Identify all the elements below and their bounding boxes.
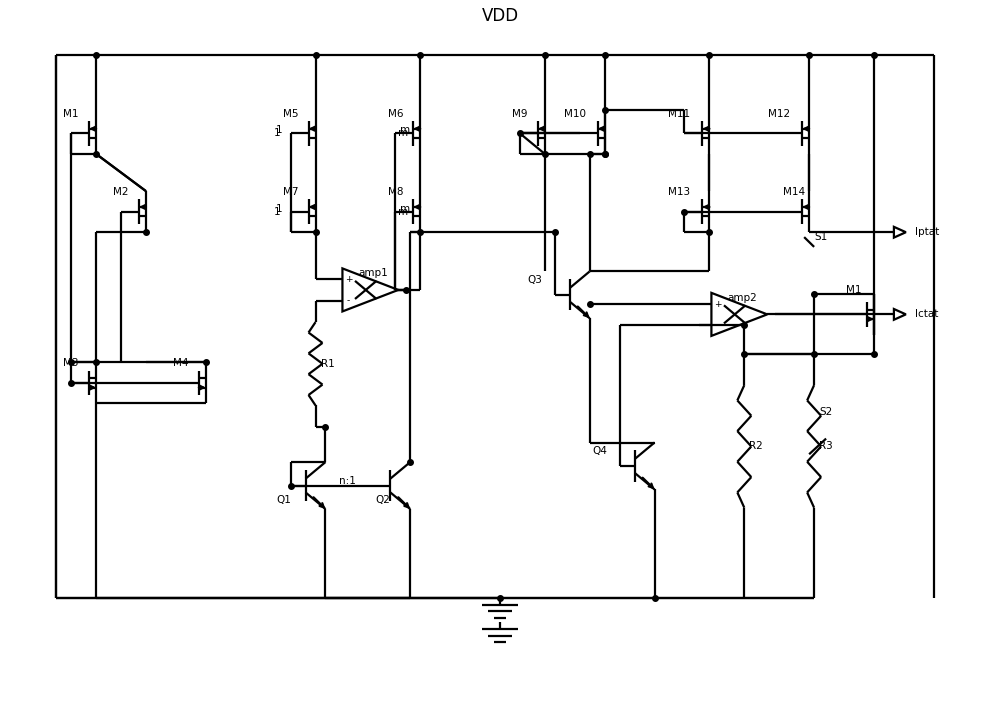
Text: 1: 1 — [276, 126, 283, 136]
Text: 1: 1 — [274, 206, 281, 216]
Text: Q4: Q4 — [592, 446, 607, 456]
Text: M3: M3 — [63, 358, 79, 368]
Text: +: + — [345, 275, 352, 284]
Text: M9: M9 — [512, 109, 528, 119]
Text: amp1: amp1 — [358, 268, 388, 278]
Text: m: m — [400, 204, 410, 214]
Text: M14: M14 — [783, 187, 805, 197]
Text: +: + — [714, 300, 721, 308]
Text: M10: M10 — [564, 109, 586, 119]
Text: -: - — [347, 296, 350, 305]
Text: 1: 1 — [274, 129, 281, 139]
Text: S1: S1 — [814, 232, 828, 242]
Text: R2: R2 — [749, 441, 763, 451]
Text: Q3: Q3 — [527, 275, 542, 285]
Text: M8: M8 — [388, 187, 403, 197]
Text: n:1: n:1 — [339, 476, 356, 486]
Text: VDD: VDD — [481, 7, 519, 25]
Text: M5: M5 — [283, 109, 298, 119]
Text: S2: S2 — [819, 407, 833, 417]
Text: Q2: Q2 — [375, 495, 390, 506]
Text: M6: M6 — [388, 109, 403, 119]
Text: M13: M13 — [668, 187, 691, 197]
Text: M1: M1 — [846, 285, 862, 295]
Text: m: m — [398, 129, 408, 139]
Text: amp2: amp2 — [727, 293, 757, 303]
Text: R3: R3 — [819, 441, 833, 451]
Text: M12: M12 — [768, 109, 790, 119]
Text: M11: M11 — [668, 109, 691, 119]
Text: Ictat: Ictat — [915, 310, 938, 320]
Text: M2: M2 — [113, 187, 129, 197]
Text: m: m — [400, 126, 410, 136]
Text: 1: 1 — [276, 204, 283, 214]
Text: M7: M7 — [283, 187, 298, 197]
Text: m: m — [398, 206, 408, 216]
Text: M4: M4 — [173, 358, 189, 368]
Text: M1: M1 — [63, 109, 79, 119]
Text: R1: R1 — [321, 358, 334, 369]
Text: Q1: Q1 — [276, 495, 291, 506]
Text: -: - — [716, 320, 719, 329]
Text: Iptat: Iptat — [915, 227, 939, 238]
